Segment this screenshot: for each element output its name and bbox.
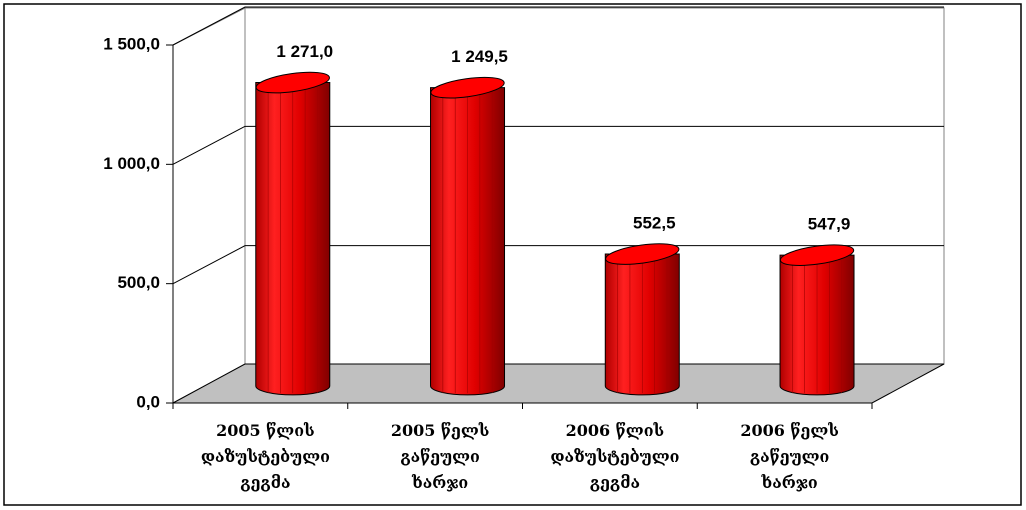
bar-top (605, 243, 680, 265)
y-tick-label: 0,0 (136, 392, 160, 411)
bar-top (430, 76, 505, 99)
bar (604, 243, 680, 396)
grid-line (172, 6, 944, 46)
grid-line (172, 245, 944, 285)
x-tick-label: 2005 წლის დაზუსტებული გეგმა (200, 421, 330, 492)
value-label: 547,9 (808, 215, 851, 234)
y-tick-label: 1 500,0 (103, 34, 160, 53)
x-tick-label: 2006 წლის დაზუსტებული გეგმა (550, 421, 680, 492)
grid-line (172, 125, 944, 165)
x-tick-label: 2006 წელს გაწეული ხარჯი (740, 421, 839, 492)
y-tick-label: 1 000,0 (103, 154, 160, 173)
value-label: 1 271,0 (276, 42, 333, 61)
value-label: 1 249,5 (451, 47, 508, 66)
side-wall (172, 7, 246, 404)
bar (779, 244, 855, 396)
x-tick-label: 2005 წელს გაწეული ხარჯი (390, 421, 490, 492)
value-label: 552,5 (633, 214, 676, 233)
bar (430, 76, 506, 396)
bar-top (255, 71, 330, 94)
bar (255, 71, 331, 396)
y-tick-label: 500,0 (117, 273, 160, 292)
floor (172, 363, 945, 404)
bar-top (779, 244, 855, 266)
